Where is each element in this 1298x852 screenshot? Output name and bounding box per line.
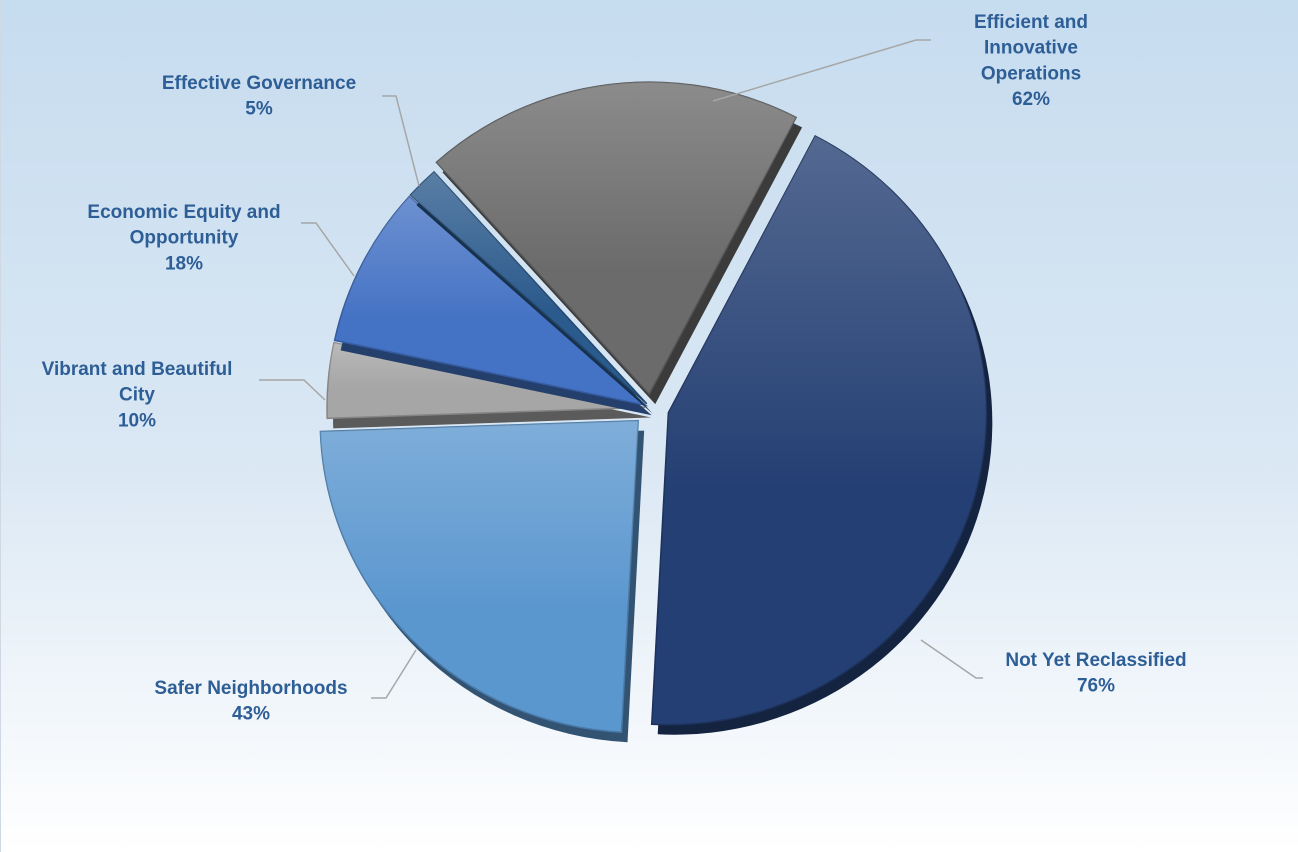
- leader-line-not-yet-reclassified: [920, 639, 983, 679]
- slice-value-efficient-and-innovative-operations: 62%: [1012, 89, 1050, 110]
- leader-line-effective-governance: [382, 95, 420, 187]
- pie-slice-highlight-safer-neighborhoods: [320, 420, 639, 733]
- pie-slice-highlight-economic-equity-and-opportunity: [334, 196, 646, 406]
- slice-label-safer-neighborhoods: Safer Neighborhoods 43%: [154, 678, 347, 725]
- slice-name-line-efficient-and-innovative-operations: Efficient and: [974, 12, 1088, 33]
- slice-name-line-vibrant-and-beautiful-city: Vibrant and Beautiful: [42, 359, 233, 380]
- pie-slice-highlight-effective-governance: [410, 171, 647, 404]
- leader-lines: [259, 39, 983, 699]
- slices-layer: [319, 81, 993, 743]
- leader-line-vibrant-and-beautiful-city: [259, 379, 326, 401]
- slice-label-economic-equity-and-opportunity: Economic Equity and Opportunity 18%: [87, 202, 280, 274]
- slice-label-efficient-and-innovative-operations: Efficient and Innovative Operations 62%: [974, 12, 1088, 110]
- slice-value-vibrant-and-beautiful-city: 10%: [118, 410, 156, 431]
- slice-value-effective-governance: 5%: [245, 99, 273, 120]
- slice-name-line-effective-governance: Effective Governance: [162, 73, 356, 94]
- slice-label-not-yet-reclassified: Not Yet Reclassified 76%: [1005, 650, 1186, 697]
- slice-name-line-efficient-and-innovative-operations: Operations: [981, 63, 1081, 84]
- slice-name-line-safer-neighborhoods: Safer Neighborhoods: [154, 678, 347, 699]
- slice-value-economic-equity-and-opportunity: 18%: [165, 253, 203, 274]
- pie-slice-highlight-efficient-and-innovative-operations: [436, 82, 797, 395]
- slice-name-line-economic-equity-and-opportunity: Economic Equity and: [87, 202, 280, 223]
- leader-line-safer-neighborhoods: [371, 649, 417, 699]
- slice-label-vibrant-and-beautiful-city: Vibrant and Beautiful City 10%: [42, 359, 233, 431]
- slice-value-not-yet-reclassified: 76%: [1077, 676, 1115, 697]
- slice-name-line-not-yet-reclassified: Not Yet Reclassified: [1005, 650, 1186, 671]
- slice-value-safer-neighborhoods: 43%: [232, 704, 270, 725]
- slice-name-line-efficient-and-innovative-operations: Innovative: [984, 38, 1078, 59]
- leader-line-efficient-and-innovative-operations: [712, 39, 931, 102]
- pie-slice-highlight-not-yet-reclassified: [651, 136, 987, 725]
- slice-labels: Not Yet Reclassified 76% Safer Neighborhoo…: [42, 12, 1187, 725]
- slice-label-effective-governance: Effective Governance 5%: [162, 73, 356, 120]
- slice-name-line-vibrant-and-beautiful-city: City: [119, 385, 155, 406]
- slice-name-line-economic-equity-and-opportunity: Opportunity: [130, 228, 239, 249]
- leader-line-economic-equity-and-opportunity: [301, 222, 355, 277]
